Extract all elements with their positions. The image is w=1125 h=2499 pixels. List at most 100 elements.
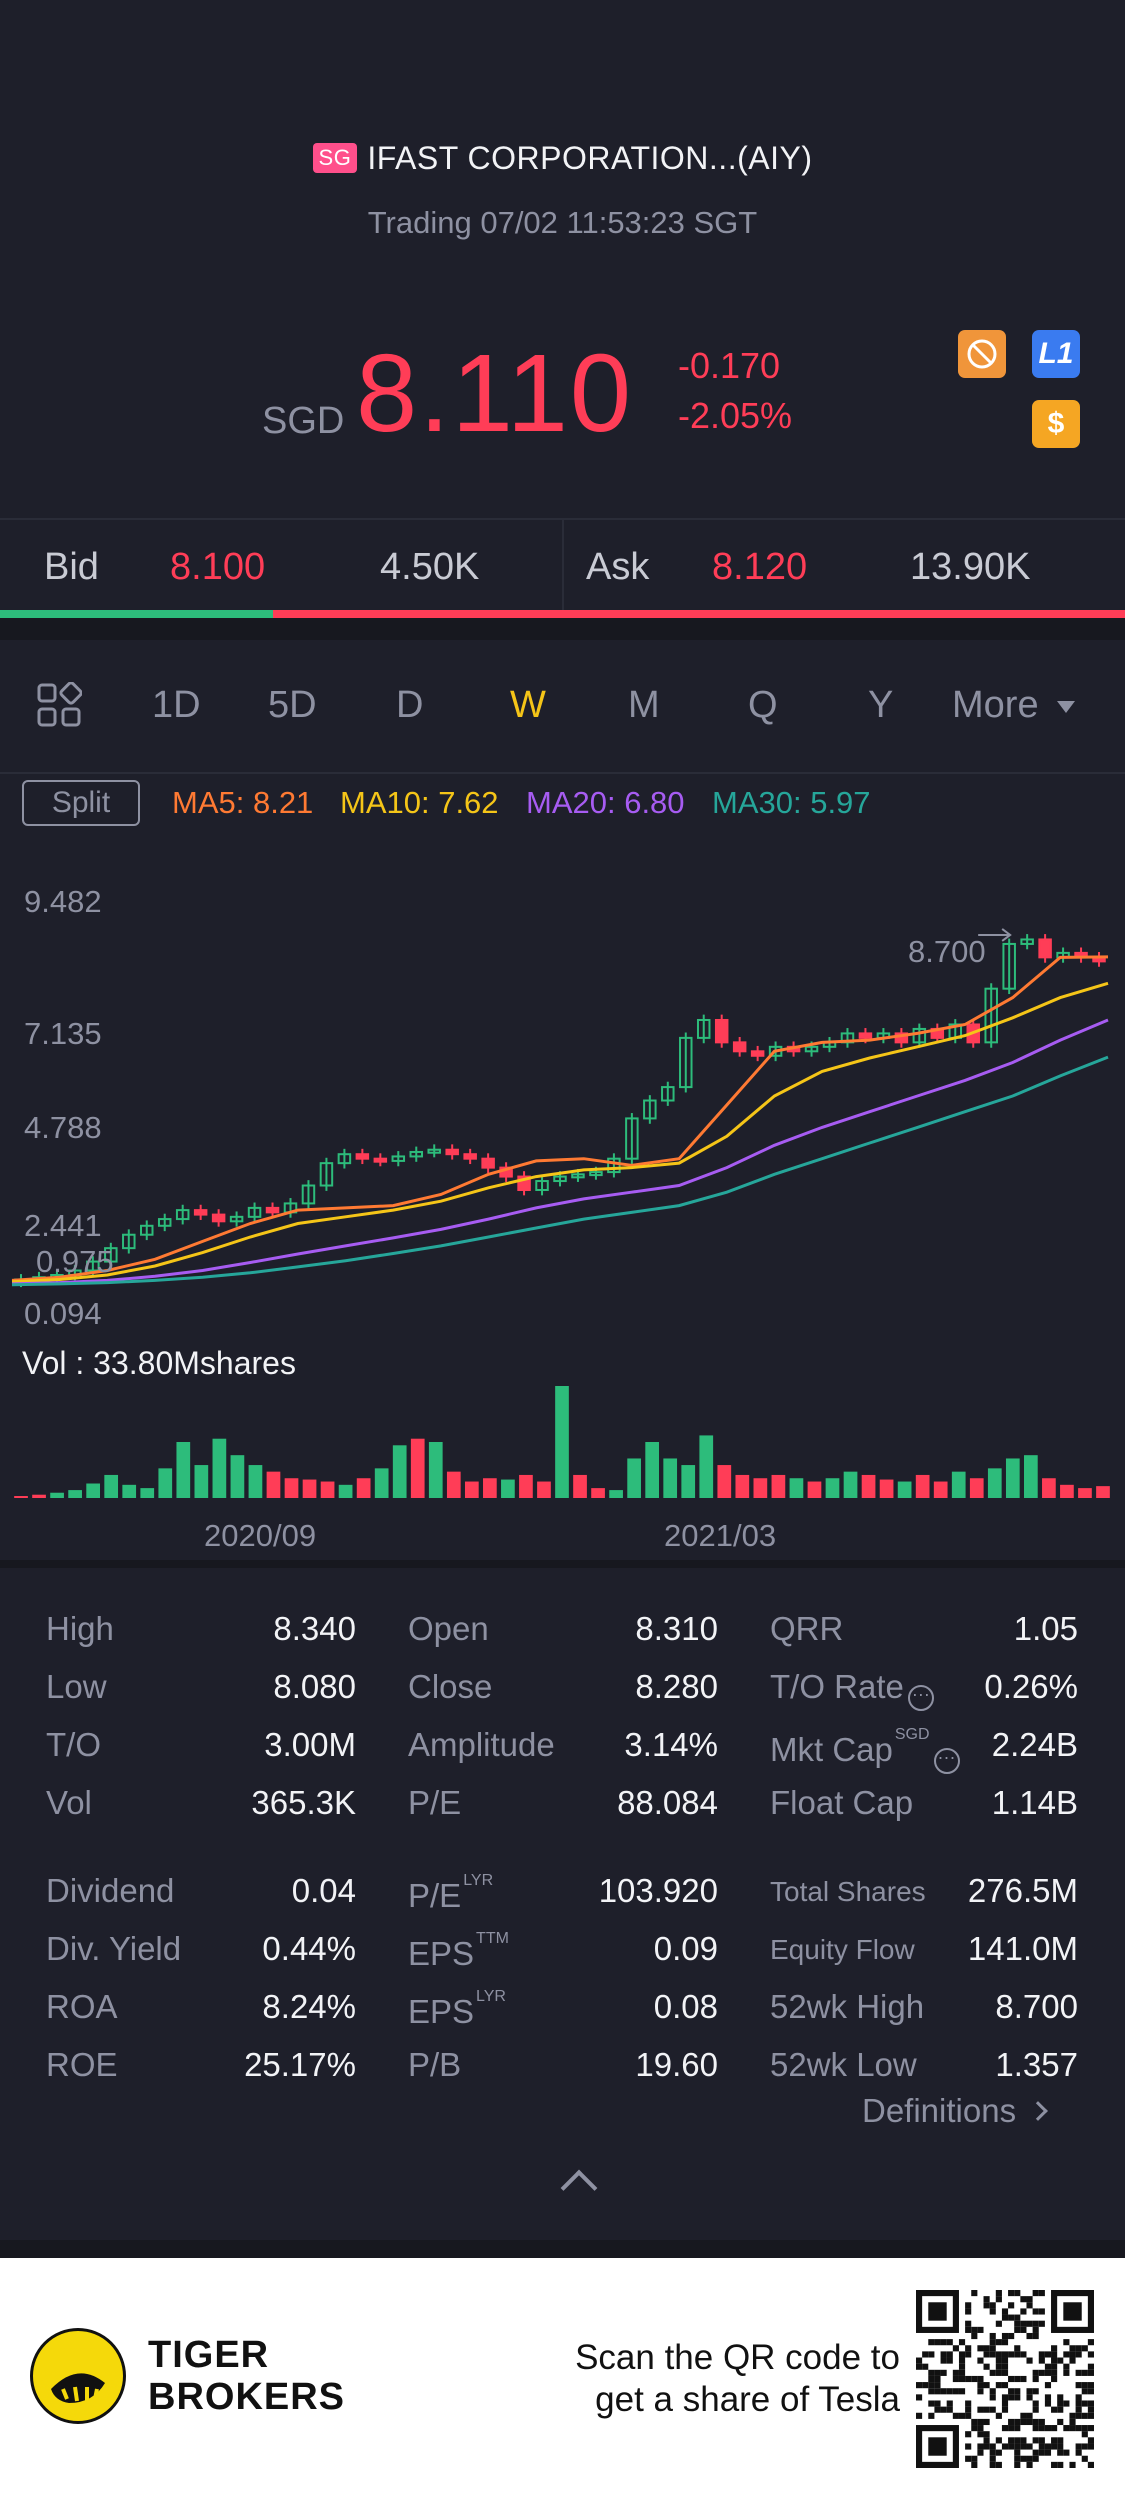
qr-module — [983, 2363, 990, 2370]
qr-module — [1020, 2351, 1027, 2358]
volume-bar — [374, 1468, 389, 1498]
candle — [229, 1211, 244, 1227]
tab-more[interactable]: More — [952, 684, 1076, 727]
stat-label: EPS LYR — [408, 1988, 506, 2031]
tab-m[interactable]: M — [628, 684, 660, 726]
qr-module — [1020, 2326, 1027, 2333]
y-tick-label: 4.788 — [24, 1110, 102, 1145]
candle — [463, 1148, 477, 1165]
stat-label-text: ROE — [46, 2046, 118, 2083]
qr-module — [1008, 2443, 1015, 2450]
market-badge: SG — [312, 143, 358, 173]
qr-module — [928, 2351, 935, 2358]
volume-bar — [104, 1474, 119, 1498]
tab-q[interactable]: Q — [748, 684, 778, 726]
qr-module — [995, 2339, 1002, 2346]
qr-module — [1044, 2400, 1052, 2407]
qr-module — [1014, 2290, 1021, 2297]
definitions-link[interactable]: Definitions — [862, 2092, 1049, 2130]
dollar-icon[interactable]: $ — [1032, 400, 1080, 448]
volume-bar — [1005, 1458, 1020, 1498]
qr-module — [928, 2375, 935, 2383]
chevron-right-icon — [1028, 2101, 1049, 2121]
volume-bar — [1096, 1486, 1110, 1498]
volume-bar — [555, 1386, 569, 1498]
qr-module — [940, 2406, 947, 2413]
qr-module — [1001, 2363, 1009, 2370]
candle — [732, 1036, 747, 1057]
tab-5d[interactable]: 5D — [268, 684, 317, 726]
volume-bar — [717, 1465, 732, 1498]
qr-module — [1014, 2375, 1021, 2383]
currency-label: SGD — [262, 400, 345, 442]
candle — [211, 1209, 226, 1227]
stat-label-text: T/O Rate — [770, 1668, 904, 1705]
volume-bar — [392, 1445, 407, 1498]
price-change: -0.170 — [678, 345, 781, 386]
stat-value: 0.26% — [984, 1668, 1078, 1705]
qr-module — [965, 2455, 972, 2462]
qr-module — [1026, 2296, 1033, 2303]
stat-label: EPS TTM — [408, 1930, 509, 1973]
qr-module — [971, 2290, 978, 2297]
bid-size: 4.50K — [380, 546, 480, 588]
qr-module — [1001, 2369, 1009, 2376]
qr-module — [989, 2302, 996, 2309]
qr-module — [1057, 2357, 1064, 2364]
tab-w[interactable]: W — [510, 684, 546, 726]
level1-icon[interactable]: L1 — [1032, 330, 1080, 378]
stat-label-text: P/B — [408, 2046, 462, 2083]
qr-module — [989, 2443, 996, 2450]
info-dots-icon[interactable]: ··· — [933, 1748, 960, 1774]
stat-label-text: EPS — [408, 1993, 475, 2030]
volume-bar — [122, 1484, 137, 1498]
qr-module — [1014, 2394, 1021, 2401]
candle — [1074, 947, 1088, 963]
tab-d[interactable]: D — [396, 684, 424, 726]
stat-value: 365.3K — [251, 1784, 356, 1821]
high-marker-label: 8.700 — [908, 934, 986, 969]
tab-1d[interactable]: 1D — [152, 684, 201, 726]
price-chart[interactable] — [0, 860, 1125, 1340]
ma-line-ma20 — [11, 1018, 1109, 1286]
chevron-up-icon[interactable] — [560, 2169, 598, 2207]
qr-code[interactable] — [916, 2290, 1094, 2468]
layout-grid-icon[interactable] — [36, 681, 83, 738]
qr-module — [1087, 2437, 1094, 2444]
promo-text-line1: Scan the QR code to — [575, 2338, 900, 2377]
volume-chart[interactable] — [0, 1380, 1125, 1500]
qr-module — [958, 2369, 966, 2376]
qr-module — [971, 2418, 978, 2426]
qr-module — [1008, 2425, 1015, 2432]
tab-y[interactable]: Y — [868, 684, 894, 726]
qr-module — [1081, 2382, 1088, 2389]
qr-module — [1014, 2388, 1021, 2395]
stat-value: 3.14% — [624, 1726, 718, 1763]
qr-module — [1014, 2314, 1021, 2321]
stat-label: 52wk High — [770, 1988, 924, 2026]
stat-label: P/E LYR — [408, 1872, 493, 1915]
qr-module — [1026, 2320, 1033, 2327]
qr-finder — [916, 2425, 959, 2468]
split-button[interactable]: Split — [22, 780, 140, 826]
volume-bar — [645, 1442, 660, 1498]
volume-bar — [879, 1479, 894, 1498]
stat-label: Float Cap — [770, 1784, 913, 1822]
info-dots-icon[interactable]: ··· — [907, 1685, 934, 1711]
stat-value: 19.60 — [635, 2046, 718, 2083]
stat-label-text: T/O — [46, 1726, 101, 1763]
qr-module — [934, 2339, 941, 2346]
high-marker-arrow — [978, 928, 1012, 942]
qr-module — [1051, 2351, 1058, 2358]
stat-label-text: P/E — [408, 1784, 462, 1821]
stat-value: 8.24% — [262, 1988, 356, 2025]
volume-bar — [789, 1478, 804, 1498]
qr-module — [1063, 2425, 1070, 2432]
qr-module — [1075, 2369, 1082, 2376]
candle — [1020, 934, 1034, 950]
volume-bar — [483, 1478, 497, 1498]
qr-module — [1057, 2461, 1064, 2468]
stat-label: Open — [408, 1610, 489, 1648]
no-shorting-icon[interactable] — [958, 330, 1006, 378]
qr-module — [928, 2339, 935, 2346]
